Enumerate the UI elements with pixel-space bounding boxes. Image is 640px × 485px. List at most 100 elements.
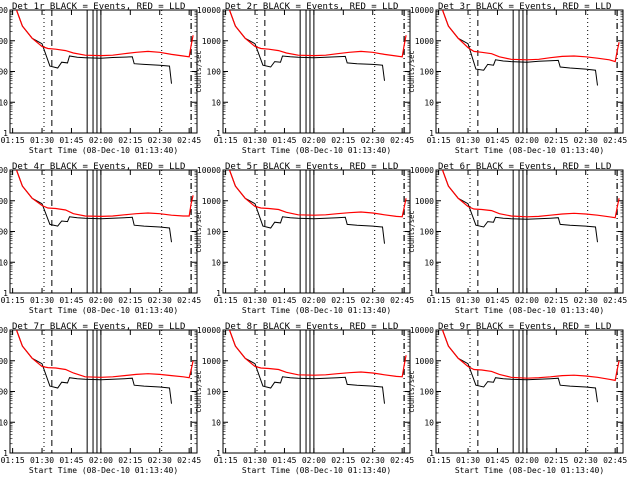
- y-tick-label: 10: [424, 418, 434, 427]
- events-series-line: [442, 9, 598, 86]
- events-series-line: [16, 9, 172, 84]
- interval-box-marker: [86, 9, 94, 134]
- y-tick-label: 100: [207, 388, 222, 397]
- y-tick-label: 100: [0, 228, 8, 237]
- interval-box-marker: [96, 9, 102, 134]
- y-tick-label: 10: [424, 258, 434, 267]
- y-tick-label: 1: [429, 449, 434, 458]
- x-tick-label: 02:15: [118, 456, 142, 465]
- y-tick-label: 1: [3, 289, 8, 298]
- x-tick-label: 02:30: [361, 136, 385, 145]
- y-tick-label: 1000: [202, 197, 221, 206]
- plot-panel: Det 5r BLACK = Events, RED = LLD 1 10 100 10…: [195, 162, 414, 315]
- plot-panel: Det 4r BLACK = Events, RED = LLD 1 10 100 10…: [0, 162, 201, 315]
- lld-series-line: [228, 329, 407, 378]
- plot-panel: Det 6r BLACK = Events, RED = LLD 1 10 100 10…: [408, 162, 627, 315]
- y-tick-label: 10: [211, 98, 221, 107]
- y-tick-label: 10000: [0, 326, 8, 335]
- y-tick-label: 10000: [410, 166, 434, 175]
- interval-box-marker: [299, 169, 307, 294]
- interval-box-marker: [309, 169, 315, 294]
- x-axis-label: Start Time (08-Dec-10 01:13:40): [29, 306, 178, 315]
- y-tick-label: 100: [0, 68, 8, 77]
- x-tick-label: 02:45: [603, 296, 627, 305]
- lld-series-line: [15, 329, 194, 379]
- y-tick-label: 10000: [0, 166, 8, 175]
- y-tick-label: 1: [216, 289, 221, 298]
- y-tick-label: 1000: [0, 37, 8, 46]
- y-tick-label: 10000: [410, 326, 434, 335]
- x-axis-label: Start Time (08-Dec-10 01:13:40): [455, 306, 604, 315]
- x-tick-label: 01:45: [59, 296, 83, 305]
- y-tick-label: 1000: [415, 197, 434, 206]
- y-tick-label: 10: [211, 258, 221, 267]
- x-tick-label: 01:45: [272, 296, 296, 305]
- plot-frame: [9, 9, 198, 134]
- x-tick-label: 02:00: [89, 456, 113, 465]
- plot-panel: Det 8r BLACK = Events, RED = LLD 1 10 100 10…: [195, 322, 414, 475]
- lld-series-line: [441, 329, 620, 382]
- x-tick-label: 02:15: [544, 296, 568, 305]
- x-tick-label: 02:00: [515, 456, 539, 465]
- events-series-line: [229, 169, 385, 244]
- plot-title: Det 6r BLACK = Events, RED = LLD: [438, 162, 611, 172]
- plot-panel: Det 9r BLACK = Events, RED = LLD 1 10 100 10…: [408, 322, 627, 475]
- x-tick-label: 02:45: [177, 296, 201, 305]
- x-tick-label: 01:45: [272, 456, 296, 465]
- x-tick-label: 02:30: [574, 136, 598, 145]
- y-axis-label: Counts/sec: [408, 370, 416, 412]
- interval-box-marker: [309, 9, 315, 134]
- y-tick-label: 1000: [415, 37, 434, 46]
- plot-title: Det 2r BLACK = Events, RED = LLD: [225, 2, 398, 12]
- interval-box-marker: [299, 329, 307, 454]
- x-tick-label: 02:00: [515, 136, 539, 145]
- x-tick-label: 01:30: [30, 456, 54, 465]
- x-tick-label: 01:45: [485, 456, 509, 465]
- y-tick-label: 1: [429, 129, 434, 138]
- x-tick-label: 02:45: [177, 456, 201, 465]
- plot-title: Det 5r BLACK = Events, RED = LLD: [225, 162, 398, 172]
- x-tick-label: 01:15: [427, 456, 451, 465]
- interval-box-marker: [96, 169, 102, 294]
- x-axis-label: Start Time (08-Dec-10 01:13:40): [455, 146, 604, 155]
- x-tick-label: 01:15: [1, 136, 25, 145]
- y-tick-label: 1: [3, 129, 8, 138]
- y-tick-label: 100: [0, 388, 8, 397]
- plot-frame: [435, 169, 624, 294]
- lld-series-line: [15, 169, 194, 218]
- y-tick-label: 1: [429, 289, 434, 298]
- y-tick-label: 10: [0, 258, 8, 267]
- x-axis-label: Start Time (08-Dec-10 01:13:40): [242, 146, 391, 155]
- interval-box-marker: [522, 329, 528, 454]
- x-tick-label: 02:45: [603, 456, 627, 465]
- x-tick-label: 02:45: [390, 456, 414, 465]
- plot-frame: [222, 9, 411, 134]
- x-axis-label: Start Time (08-Dec-10 01:13:40): [455, 466, 604, 475]
- interval-box-marker: [299, 9, 307, 134]
- x-tick-label: 02:45: [390, 136, 414, 145]
- x-tick-label: 02:15: [331, 296, 355, 305]
- y-axis-label: Counts/sec: [195, 370, 203, 412]
- y-tick-label: 100: [420, 68, 435, 77]
- lld-series-line: [228, 9, 407, 58]
- plot-frame: [222, 329, 411, 454]
- x-tick-label: 02:00: [302, 296, 326, 305]
- plot-title: Det 9r BLACK = Events, RED = LLD: [438, 322, 611, 332]
- x-tick-label: 02:30: [148, 296, 172, 305]
- x-tick-label: 01:15: [214, 296, 238, 305]
- y-axis-label: Counts/sec: [408, 50, 416, 92]
- x-tick-label: 01:15: [214, 456, 238, 465]
- y-tick-label: 1000: [202, 357, 221, 366]
- y-tick-label: 1: [3, 449, 8, 458]
- lld-series-line: [441, 169, 620, 219]
- x-tick-label: 02:30: [148, 136, 172, 145]
- interval-box-marker: [522, 9, 528, 134]
- plot-title: Det 1r BLACK = Events, RED = LLD: [12, 2, 185, 12]
- plot-panel: Det 3r BLACK = Events, RED = LLD 1 10 100 10…: [408, 2, 627, 155]
- plot-frame: [222, 169, 411, 294]
- x-tick-label: 01:45: [485, 136, 509, 145]
- y-tick-label: 100: [207, 68, 222, 77]
- y-tick-label: 1: [216, 449, 221, 458]
- y-tick-label: 10000: [410, 6, 434, 15]
- plot-panel: Det 7r BLACK = Events, RED = LLD 1 10 100 10…: [0, 322, 201, 475]
